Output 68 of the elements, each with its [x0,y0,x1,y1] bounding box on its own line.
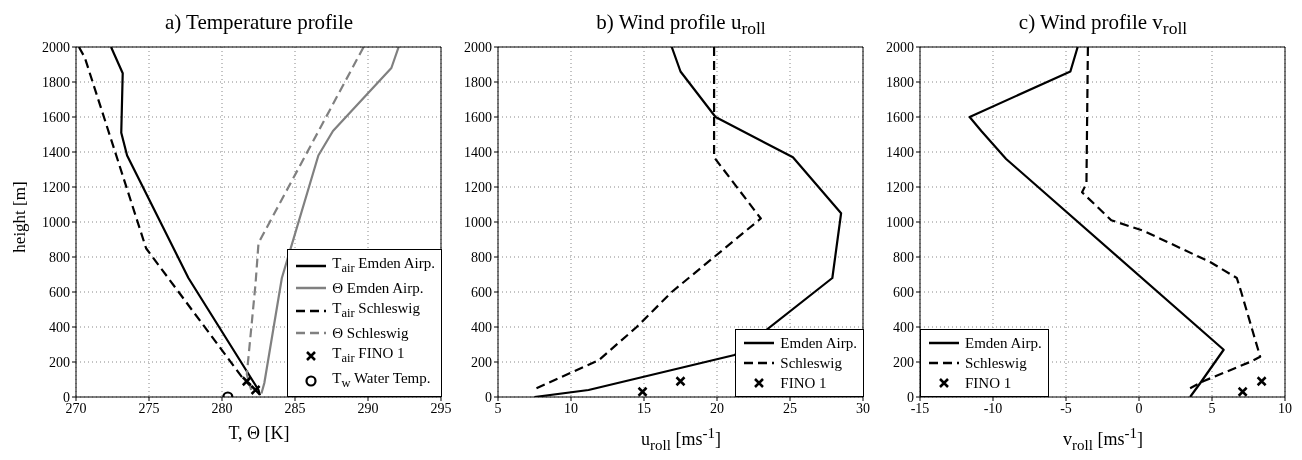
x-tick-label: 15 [637,400,651,416]
y-tick-label: 1200 [42,179,70,195]
y-tick-label: 600 [471,284,492,300]
y-tick-label: 2000 [464,39,492,55]
x-tick-label: 280 [211,400,233,416]
legend-label: Θ Emden Airp. [332,279,424,298]
x-tick-label: -10 [983,400,1003,416]
y-tick-label: 800 [471,249,492,265]
legend-label: Θ Schleswig [332,324,409,343]
legend-label: Schleswig [965,354,1027,373]
legend-label: T$_{air}$ Schleswig [332,299,421,322]
y-tick-label: 1200 [886,179,914,195]
y-tick-label: 0 [907,389,914,405]
y-axis-title: height [m] [10,180,30,253]
x-tick-label: 5 [494,400,502,416]
y-tick-label: 1600 [886,109,914,125]
y-tick-label: 600 [49,284,70,300]
y-tick-label: 1000 [42,214,70,230]
y-tick-label: 1000 [464,214,492,230]
x-tick-label: -5 [1060,400,1072,416]
legend-label: FINO 1 [965,374,1012,393]
legend-label: T$_{w}$ Water Temp. [332,369,431,392]
y-tick-label: 1400 [464,144,492,160]
x-axis-title: T, Θ [K] [227,422,291,445]
y-tick-label: 200 [893,354,914,370]
legend-label: Emden Airp. [965,334,1042,353]
y-tick-label: 2000 [886,39,914,55]
legend-label: T$_{air}$ Emden Airp. [332,254,435,277]
x-tick-label: 285 [284,400,306,416]
y-tick-label: 1000 [886,214,914,230]
x-tick-label: 30 [856,400,870,416]
y-tick-label: 1600 [42,109,70,125]
y-tick-label: 800 [893,249,914,265]
legend-label: T$_{air}$ FINO 1 [332,344,405,367]
chart-title: b) Wind profile u$_{roll}$ [595,9,767,39]
x-tick-label: 295 [430,400,452,416]
legend-label: Schleswig [780,354,843,373]
x-tick-label: 10 [1278,400,1292,416]
y-tick-label: 1600 [464,109,492,125]
y-tick-label: 200 [471,354,492,370]
y-tick-label: 1400 [886,144,914,160]
y-tick-label: 400 [471,319,492,335]
y-tick-label: 1400 [42,144,70,160]
y-tick-label: 1800 [42,74,70,90]
y-tick-label: 400 [893,319,914,335]
x-tick-label: 5 [1208,400,1216,416]
y-tick-label: 0 [485,389,492,405]
x-tick-label: 20 [710,400,724,416]
y-tick-label: 0 [63,389,70,405]
y-tick-label: 1800 [886,74,914,90]
x-axis-title: v$_{roll}$ [ms$^{-1}$] [1062,424,1144,455]
x-tick-label: 25 [783,400,797,416]
y-tick-label: 600 [893,284,914,300]
x-tick-label: 0 [1135,400,1143,416]
x-tick-label: 10 [564,400,578,416]
legend-label: Emden Airp. [780,334,857,353]
x-tick-label: 275 [138,400,160,416]
y-tick-label: 2000 [42,39,70,55]
y-tick-label: 1200 [464,179,492,195]
chart-title: a) Temperature profile [163,9,355,36]
x-tick-label: 290 [357,400,379,416]
x-axis-title: u$_{roll}$ [ms$^{-1}$] [640,424,722,455]
y-tick-label: 1800 [464,74,492,90]
y-tick-label: 800 [49,249,70,265]
legend-label: FINO 1 [780,374,827,393]
y-tick-label: 400 [49,319,70,335]
chart-title: c) Wind profile v$_{roll}$ [1017,9,1189,39]
y-tick-label: 200 [49,354,70,370]
